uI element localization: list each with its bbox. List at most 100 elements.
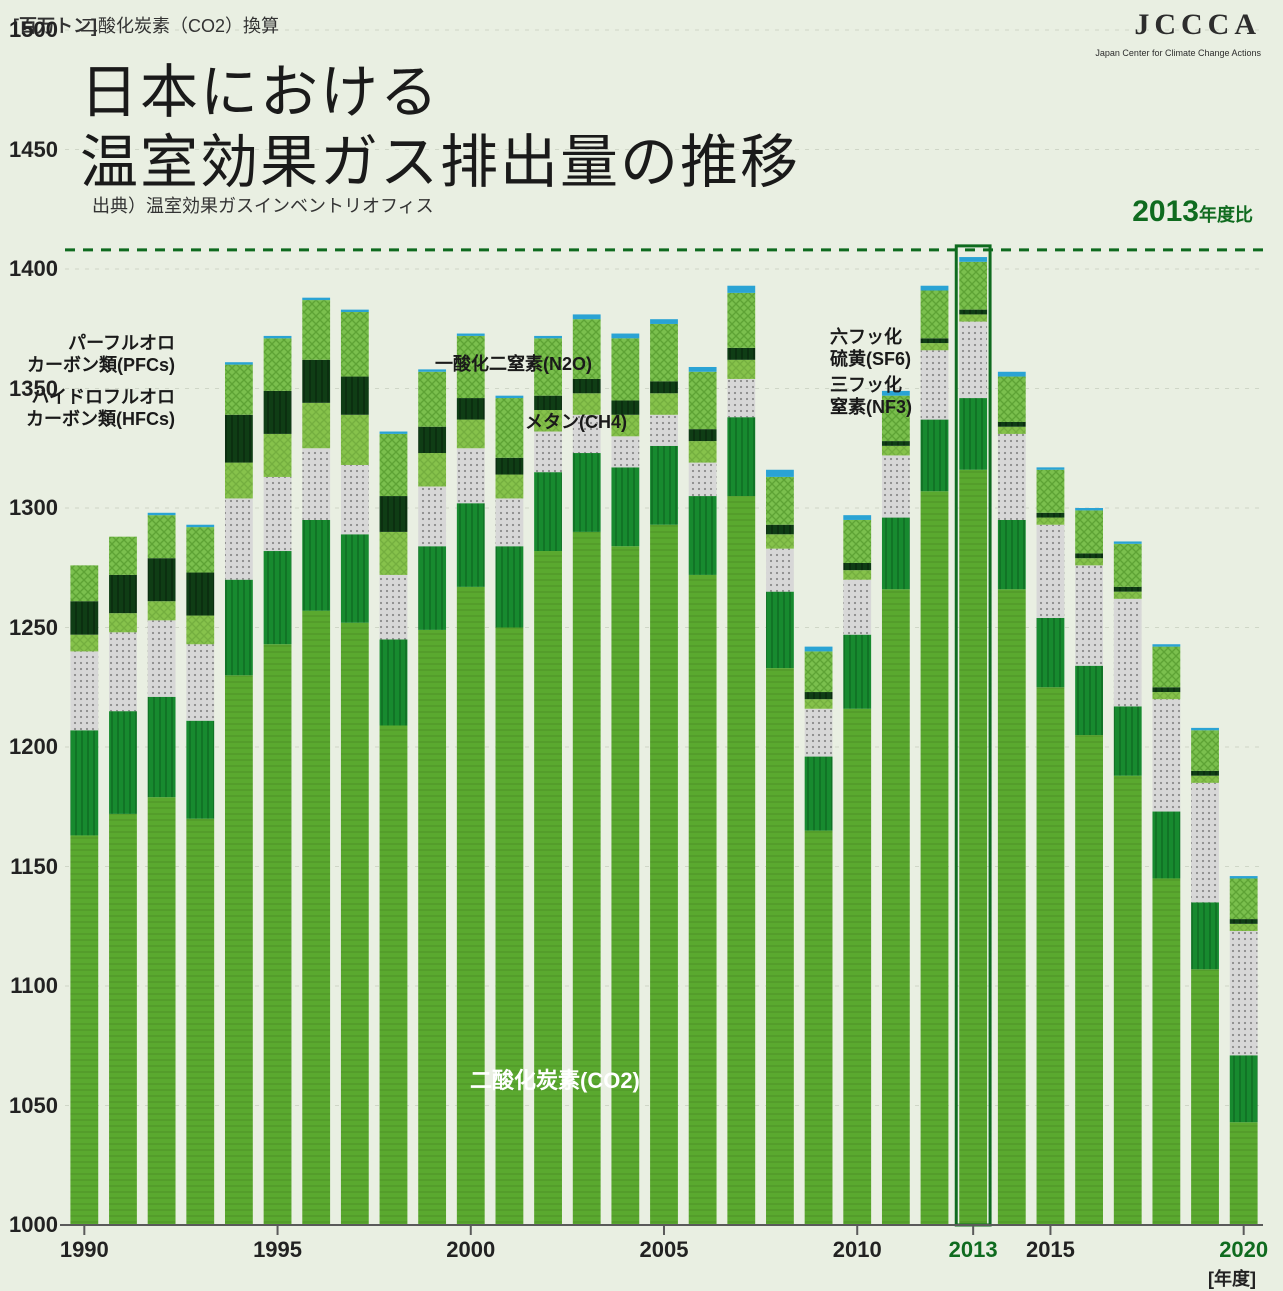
bar-2003-sf6 xyxy=(573,379,601,393)
bar-2007-pfcs xyxy=(727,360,755,379)
bar-1990-pfcs xyxy=(70,635,98,652)
bar-1994-co2 xyxy=(225,675,253,1225)
bar-2007-hfcs xyxy=(727,379,755,417)
bar-1990-co2 xyxy=(70,835,98,1225)
bar-2003-co2 xyxy=(573,532,601,1225)
bar-1999-pfcs xyxy=(418,453,446,486)
x-unit-label: [年度] xyxy=(1208,1265,1256,1291)
bar-1991-pfcs xyxy=(109,613,137,632)
bar-1993-co2 xyxy=(186,819,214,1225)
bar-2012-sf6 xyxy=(921,338,949,343)
bar-2020-n2o xyxy=(1230,878,1258,919)
bar-2005-hfcs xyxy=(650,415,678,446)
bar-2009-ch4 xyxy=(805,757,833,831)
bar-2013-co2 xyxy=(959,470,987,1225)
bar-2018-sf6 xyxy=(1152,687,1180,692)
x-tick: 2010 xyxy=(833,1237,882,1263)
bar-2005-nf3 xyxy=(650,319,678,324)
bar-1991-hfcs xyxy=(109,632,137,711)
bar-2000-hfcs xyxy=(457,448,485,503)
bar-1994-pfcs xyxy=(225,463,253,499)
bar-2003-ch4 xyxy=(573,453,601,532)
bar-1999-co2 xyxy=(418,630,446,1225)
bar-2016-ch4 xyxy=(1075,666,1103,735)
ann-co2: 二酸化炭素(CO2) xyxy=(470,1068,640,1094)
bar-2017-co2 xyxy=(1114,776,1142,1225)
bar-2001-pfcs xyxy=(496,475,524,499)
bar-1992-sf6 xyxy=(148,558,176,601)
bar-2011-hfcs xyxy=(882,455,910,517)
bar-1998-co2 xyxy=(380,725,408,1225)
bar-2004-n2o xyxy=(611,338,639,400)
bar-1992-co2 xyxy=(148,797,176,1225)
bar-2006-n2o xyxy=(689,372,717,429)
bar-2016-nf3 xyxy=(1075,508,1103,510)
bar-2013-sf6 xyxy=(959,310,987,315)
bar-1994-ch4 xyxy=(225,580,253,676)
bar-2008-n2o xyxy=(766,477,794,525)
bar-2010-ch4 xyxy=(843,635,871,709)
bar-2018-co2 xyxy=(1152,878,1180,1225)
bar-1995-hfcs xyxy=(264,477,292,551)
bar-1996-hfcs xyxy=(302,448,330,520)
bar-1992-hfcs xyxy=(148,620,176,696)
bar-2005-sf6 xyxy=(650,381,678,393)
bar-1993-sf6 xyxy=(186,573,214,616)
x-tick: 2005 xyxy=(640,1237,689,1263)
bar-2003-nf3 xyxy=(573,314,601,319)
bar-2005-n2o xyxy=(650,324,678,381)
bar-2016-co2 xyxy=(1075,735,1103,1225)
bar-2019-nf3 xyxy=(1191,728,1219,730)
bar-2010-pfcs xyxy=(843,570,871,580)
bar-2006-sf6 xyxy=(689,429,717,441)
bar-2015-hfcs xyxy=(1037,525,1065,618)
bar-1996-pfcs xyxy=(302,403,330,448)
bar-2008-pfcs xyxy=(766,534,794,548)
bar-2015-co2 xyxy=(1037,687,1065,1225)
bar-1997-sf6 xyxy=(341,377,369,415)
y-tick: 1100 xyxy=(0,973,58,999)
bar-2000-co2 xyxy=(457,587,485,1225)
bar-2014-n2o xyxy=(998,377,1026,422)
ann-sf6: 六フッ化硫黄(SF6) xyxy=(830,327,911,370)
bar-2006-nf3 xyxy=(689,367,717,372)
bar-2015-ch4 xyxy=(1037,618,1065,687)
bar-2013-pfcs xyxy=(959,314,987,321)
bar-1999-sf6 xyxy=(418,427,446,453)
bar-2000-nf3 xyxy=(457,334,485,336)
bar-2013-n2o xyxy=(959,262,987,310)
bar-2006-co2 xyxy=(689,575,717,1225)
y-tick: 1300 xyxy=(0,495,58,521)
bar-2020-co2 xyxy=(1230,1122,1258,1225)
bar-1998-ch4 xyxy=(380,639,408,725)
ann-nf3: 三フッ化窒素(NF3) xyxy=(830,375,912,418)
bar-2010-hfcs xyxy=(843,580,871,635)
bar-1994-nf3 xyxy=(225,362,253,364)
bar-2011-pfcs xyxy=(882,446,910,456)
y-tick: 1050 xyxy=(0,1093,58,1119)
bar-1998-sf6 xyxy=(380,496,408,532)
bar-1990-hfcs xyxy=(70,651,98,730)
bar-2017-ch4 xyxy=(1114,706,1142,775)
bar-1995-pfcs xyxy=(264,434,292,477)
bar-2002-ch4 xyxy=(534,472,562,551)
bar-2012-nf3 xyxy=(921,286,949,291)
y-tick: 1150 xyxy=(0,854,58,880)
bar-1999-hfcs xyxy=(418,486,446,546)
bar-2008-co2 xyxy=(766,668,794,1225)
bar-1994-sf6 xyxy=(225,415,253,463)
bar-2009-n2o xyxy=(805,651,833,692)
bar-2008-ch4 xyxy=(766,592,794,668)
bar-2008-sf6 xyxy=(766,525,794,535)
bar-2001-co2 xyxy=(496,628,524,1226)
bar-2016-n2o xyxy=(1075,510,1103,553)
bar-1996-nf3 xyxy=(302,298,330,300)
x-tick: 2015 xyxy=(1026,1237,1075,1263)
bar-2012-ch4 xyxy=(921,420,949,492)
bar-2001-n2o xyxy=(496,398,524,458)
bar-2018-ch4 xyxy=(1152,812,1180,879)
bar-1993-hfcs xyxy=(186,644,214,720)
bar-1991-n2o xyxy=(109,537,137,575)
bar-1995-nf3 xyxy=(264,336,292,338)
bar-2007-ch4 xyxy=(727,417,755,496)
